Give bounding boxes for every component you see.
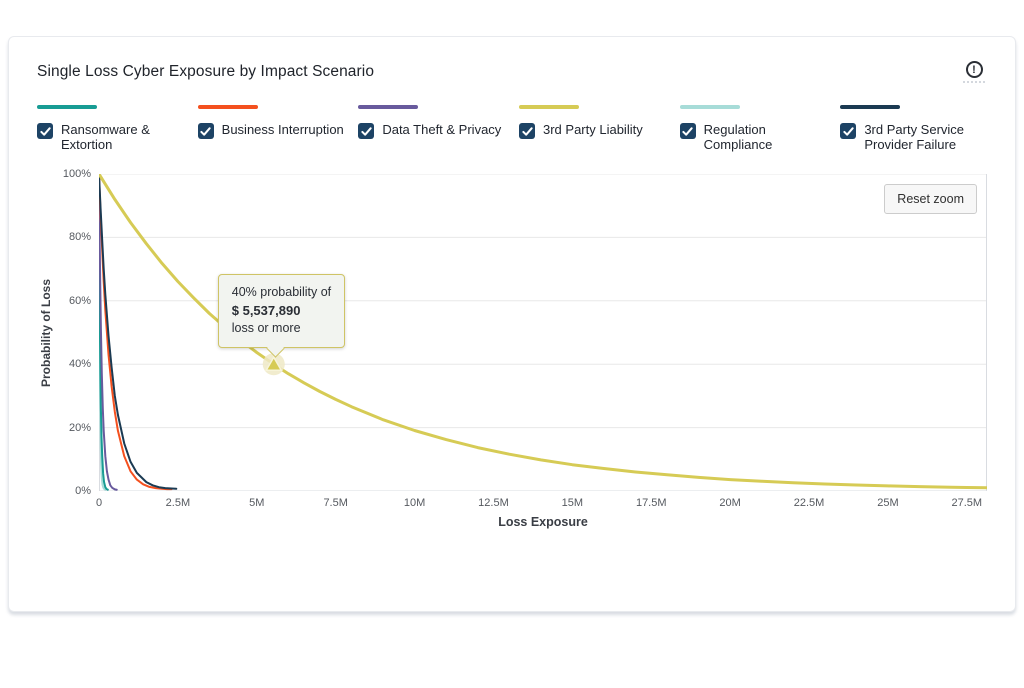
x-tick-label: 10M — [403, 497, 426, 509]
legend-item-3[interactable]: 3rd Party Liability — [519, 105, 666, 152]
x-tick-label: 12.5M — [478, 497, 509, 509]
legend-checkbox[interactable] — [840, 123, 857, 139]
series-line — [99, 174, 176, 489]
series-line — [99, 174, 987, 488]
legend-label: Business Interruption — [221, 122, 344, 137]
check-icon — [361, 126, 372, 136]
legend-label: Ransomware & Extortion — [61, 122, 150, 152]
check-icon — [682, 126, 693, 136]
x-tick-label: 17.5M — [635, 497, 667, 509]
x-tick-label: 0 — [95, 497, 103, 509]
x-tick-label: 25M — [877, 497, 899, 509]
x-tick-label: 15M — [561, 497, 584, 509]
legend-color-bar — [197, 105, 258, 109]
x-tick-label: 20M — [719, 497, 741, 509]
x-tick-label: 22.5M — [793, 497, 825, 509]
legend-checkbox[interactable] — [358, 123, 375, 139]
dotted-underline — [963, 81, 985, 83]
legend-item-4[interactable]: Regulation Compliance — [679, 105, 827, 152]
reset-zoom-button[interactable]: Reset zoom — [884, 184, 977, 214]
legend-label: Regulation Compliance — [703, 122, 773, 152]
info-button[interactable]: ! — [963, 61, 985, 83]
page-title: Single Loss Cyber Exposure by Impact Sce… — [37, 63, 375, 80]
legend-color-bar — [679, 105, 740, 109]
legend-item-1[interactable]: Business Interruption — [197, 105, 345, 152]
legend-checkbox[interactable] — [37, 123, 53, 139]
y-axis-ticks: 0% 20% 40% 60% 80% 100% — [55, 168, 99, 497]
tooltip-line-1: 40% probability of — [231, 285, 332, 300]
legend-checkbox[interactable] — [519, 123, 535, 139]
legend-color-bar — [840, 105, 901, 109]
legend-item-2[interactable]: Data Theft & Privacy — [358, 105, 505, 152]
legend-checkbox[interactable] — [679, 123, 696, 139]
chart-card: Single Loss Cyber Exposure by Impact Sce… — [8, 36, 1016, 612]
check-icon — [39, 126, 51, 136]
point-marker-triangle — [264, 355, 283, 371]
chart: Probability of Loss 0% 20% 40% 60% 80% 100% R… — [37, 168, 987, 533]
x-tick-label: 7.5M — [323, 497, 348, 509]
point-tooltip: 40% probability of $ 5,537,890 loss or m… — [217, 274, 346, 358]
y-tick-label: 60% — [68, 294, 91, 307]
y-tick-label: 20% — [68, 421, 91, 434]
y-tick-label: 100% — [62, 168, 91, 180]
y-axis-title: Probability of Loss — [39, 278, 53, 387]
legend-checkbox[interactable] — [197, 123, 214, 139]
y-tick-label: 0% — [75, 485, 91, 497]
legend-label: Data Theft & Privacy — [382, 122, 502, 137]
y-tick-label: 40% — [68, 358, 91, 371]
x-tick-label: 2.5M — [165, 497, 191, 509]
plot-area[interactable]: Reset zoom 40% probability of $ 5,537,89… — [99, 174, 987, 491]
x-tick-label: 27.5M — [951, 497, 983, 509]
legend-item-5[interactable]: 3rd Party Service Provider Failure — [840, 105, 987, 152]
tooltip-value: $ 5,537,890 — [231, 302, 301, 318]
legend-color-bar — [519, 105, 579, 109]
x-axis-title: Loss Exposure — [498, 515, 588, 529]
y-tick-label: 80% — [68, 231, 91, 244]
check-icon — [200, 126, 211, 136]
legend-color-bar — [37, 105, 97, 109]
check-icon — [843, 126, 854, 136]
x-tick-label: 5M — [249, 497, 265, 509]
legend-color-bar — [358, 105, 419, 109]
legend: Ransomware & Extortion Business Interrupt… — [37, 105, 987, 152]
x-axis-ticks: 0 2.5M 5M 7.5M 10M 12.5M 15M 17.5M 20M 22.5M 25M 27… — [95, 491, 987, 513]
legend-item-0[interactable]: Ransomware & Extortion — [37, 105, 184, 152]
series-line — [99, 174, 117, 490]
check-icon — [521, 126, 533, 136]
legend-label: 3rd Party Service Provider Failure — [864, 122, 965, 152]
tooltip-line-3: loss or more — [231, 320, 301, 335]
alert-circle-icon: ! — [965, 61, 983, 78]
legend-label: 3rd Party Liability — [543, 122, 643, 137]
series-line — [99, 174, 172, 489]
